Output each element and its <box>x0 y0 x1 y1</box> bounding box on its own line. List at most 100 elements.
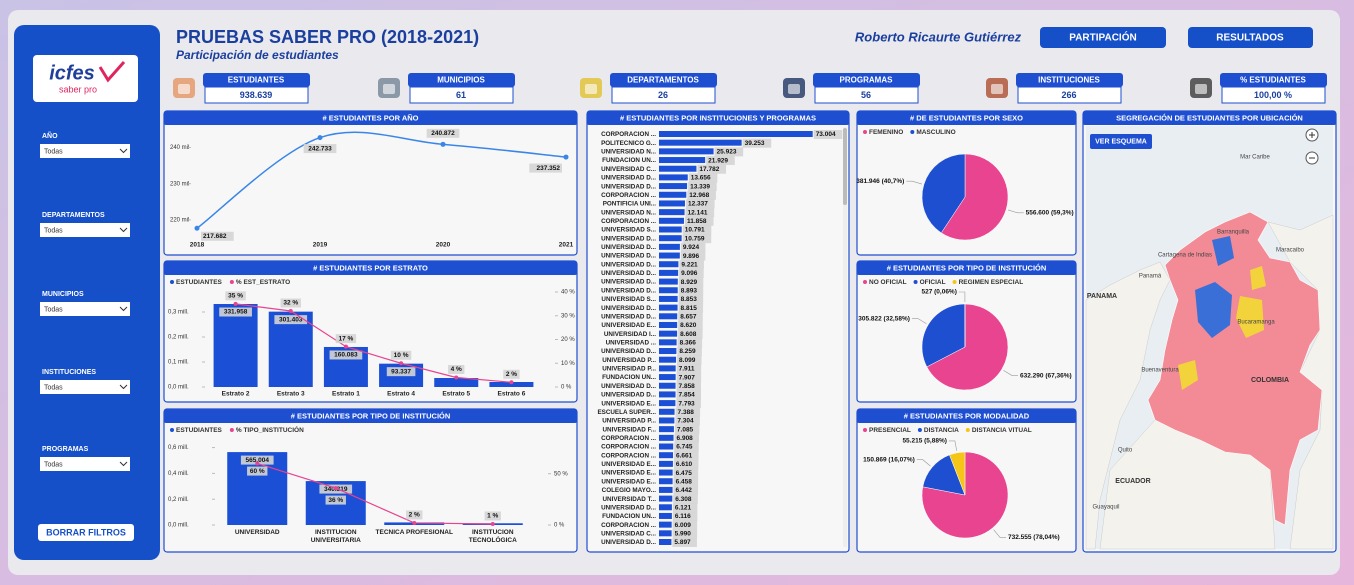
value-label: 17.782 <box>699 166 719 173</box>
panel-header <box>857 111 1076 125</box>
bar <box>659 486 673 493</box>
x-tick-label: 2020 <box>436 242 451 249</box>
bar <box>213 304 258 387</box>
leader-line <box>948 440 958 451</box>
row-label: UNIVERSIDAD P... <box>602 357 656 364</box>
value-label: 7.907 <box>679 374 696 381</box>
value-label: 6.308 <box>675 496 692 503</box>
slice-label: 556.600 (59,3%) <box>1026 210 1074 217</box>
panel-title: # ESTUDIANTES POR TIPO DE INSTITUCIÓN <box>887 263 1047 272</box>
value-label: 12.337 <box>688 201 708 208</box>
nav-button[interactable] <box>1188 27 1313 48</box>
panel-title: # ESTUDIANTES POR AÑO <box>323 113 419 122</box>
scrollbar-thumb[interactable] <box>843 128 847 205</box>
value-label-bg <box>529 163 562 173</box>
legend-label: REGIMEN ESPECIAL <box>959 279 1024 286</box>
dropdown-arrow[interactable] <box>119 306 128 312</box>
filter-value[interactable]: Todas <box>44 227 63 234</box>
percent-point <box>412 520 417 525</box>
zoom-icon[interactable] <box>1309 132 1315 138</box>
filter-value[interactable]: Todas <box>44 148 63 155</box>
kpi-label: MUNICIPIOS <box>437 76 485 85</box>
slice-label: 55.215 (5,88%) <box>902 438 946 445</box>
filter-value[interactable]: Todas <box>44 306 63 313</box>
bar <box>659 521 672 528</box>
value-label: 8.608 <box>680 331 697 338</box>
legend-label: FEMENINO <box>869 129 903 136</box>
value-label: 60 % <box>250 468 265 475</box>
filter-dropdown[interactable] <box>40 457 130 471</box>
kpi-header <box>1220 73 1327 87</box>
legend-label: % EST_ESTRATO <box>236 279 290 286</box>
map-button-label[interactable]: VER ESQUEMA <box>1095 138 1147 145</box>
value-label: 7.911 <box>679 366 695 373</box>
value-label: 6.442 <box>676 487 693 494</box>
value-label-bg <box>679 260 704 270</box>
value-label: 5.990 <box>675 531 692 538</box>
value-label-bg <box>680 251 706 261</box>
value-label: 7.304 <box>677 418 694 425</box>
row-label: CORPORACION ... <box>601 435 656 442</box>
filter-value[interactable]: Todas <box>44 461 63 468</box>
legend-label: OFICIAL <box>920 279 946 286</box>
bar <box>659 417 675 424</box>
percent-point <box>255 461 260 466</box>
bar <box>659 200 685 207</box>
map-button[interactable] <box>1090 134 1152 149</box>
nav-button[interactable] <box>1040 27 1166 48</box>
value-label-bg <box>676 364 702 374</box>
filter-label: INSTITUCIONES <box>42 369 96 376</box>
y-tick-label: 0,2 mill. <box>168 335 189 341</box>
value-label-bg <box>426 128 460 138</box>
value-label: 12.968 <box>689 192 709 199</box>
point <box>194 225 200 231</box>
filter-dropdown[interactable] <box>40 380 130 394</box>
value-label-bg <box>672 503 698 513</box>
nav-label[interactable]: PARTIPACIÓN <box>1069 31 1136 44</box>
value-label: 160.083 <box>334 352 358 359</box>
dropdown-arrow[interactable] <box>119 461 128 467</box>
bar <box>659 174 688 181</box>
bar <box>659 495 673 502</box>
value-label: 2 % <box>409 512 420 519</box>
filter-dropdown[interactable] <box>40 223 130 237</box>
dropdown-arrow[interactable] <box>119 227 128 233</box>
filter-dropdown[interactable] <box>40 144 130 158</box>
legend-label: PRESENCIAL <box>869 427 911 434</box>
value-label: 9.896 <box>683 253 700 260</box>
bar <box>659 530 672 537</box>
value-label-bg <box>678 320 703 330</box>
value-label: 237.352 <box>537 165 561 172</box>
percent-line <box>235 303 512 383</box>
value-label: 21.929 <box>708 157 728 164</box>
row-label: UNIVERSIDAD D... <box>601 253 656 260</box>
map-label: Guayaquil <box>1092 505 1119 511</box>
dropdown-arrow[interactable] <box>119 384 128 390</box>
filter-dropdown[interactable] <box>40 302 130 316</box>
panel-title: # DE ESTUDIANTES POR SEXO <box>910 113 1023 122</box>
value-label-bg <box>335 334 357 344</box>
nav-label[interactable]: RESULTADOS <box>1216 33 1284 44</box>
row-label: UNIVERSIDAD C... <box>601 166 656 173</box>
bar <box>659 330 678 337</box>
map-region <box>1195 282 1232 338</box>
bar <box>659 504 672 511</box>
bar <box>659 478 673 485</box>
value-label-bg <box>742 138 772 148</box>
panel-header <box>1083 111 1336 125</box>
dropdown-arrow[interactable] <box>119 148 128 154</box>
value-label: 4 % <box>451 366 462 373</box>
leader-line <box>1003 370 1019 376</box>
map-label: PANAMA <box>1087 293 1117 300</box>
value-label: 9.221 <box>681 261 698 268</box>
slice-label: 150.869 (16,07%) <box>863 456 915 463</box>
value-label: 565.004 <box>246 457 270 464</box>
clear-filters-label[interactable]: BORRAR FILTROS <box>46 527 126 537</box>
value-label-bg <box>274 315 308 325</box>
value-label: 6.009 <box>675 522 692 529</box>
percent-point <box>454 375 459 380</box>
filter-value[interactable]: Todas <box>44 384 63 391</box>
filter-label: AÑO <box>42 131 58 140</box>
clear-filters-button[interactable] <box>38 524 134 541</box>
